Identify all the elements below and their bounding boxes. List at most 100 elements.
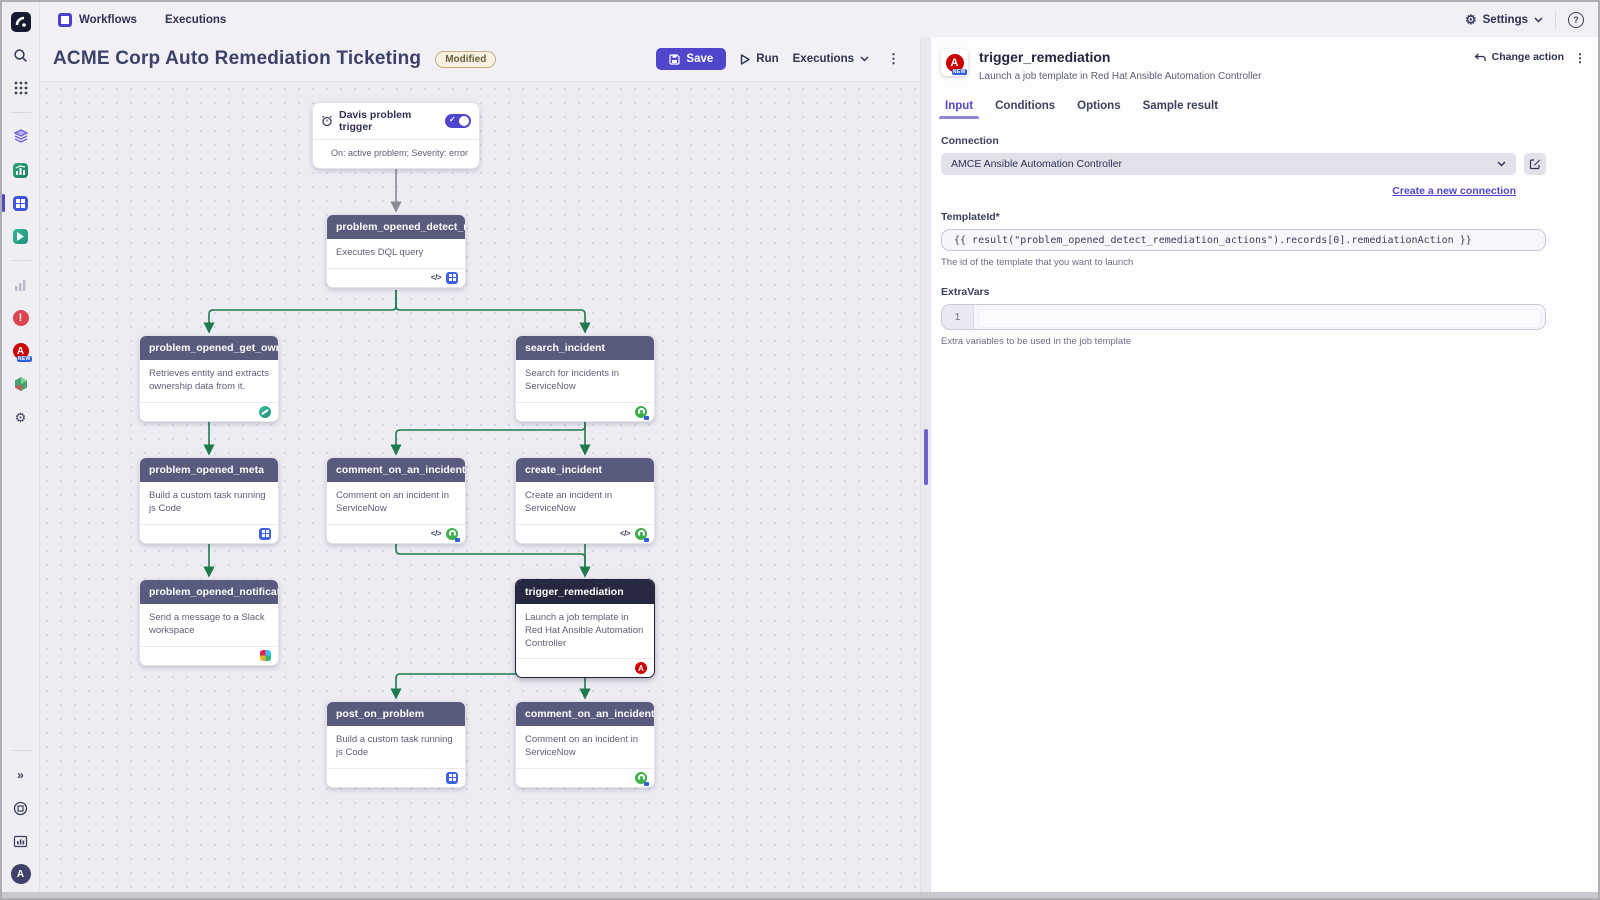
problems-app-icon[interactable]: ! xyxy=(9,306,33,330)
more-options-icon[interactable]: ⋮ xyxy=(887,51,900,66)
nav-executions[interactable]: Executions xyxy=(165,14,226,26)
resize-handle[interactable] xyxy=(924,429,928,485)
disabled-app-icon[interactable] xyxy=(9,273,33,297)
panel-more-options-icon[interactable]: ⋮ xyxy=(1574,51,1586,65)
connection-select[interactable]: AMCE Ansible Automation Controller xyxy=(941,153,1516,175)
extravars-help: Extra variables to be used in the job te… xyxy=(941,336,1132,347)
slack-icon xyxy=(260,650,271,662)
node-title: problem_opened_meta xyxy=(140,458,278,482)
workflow-title: ACME Corp Auto Remediation Ticketing xyxy=(53,48,422,69)
dynatrace-logo-icon xyxy=(10,12,31,32)
code-icon: </> xyxy=(619,529,631,539)
node-title: comment_on_an_incident xyxy=(327,458,465,482)
hub-icon[interactable] xyxy=(9,796,33,820)
workflows-app-icon-active[interactable] xyxy=(2,191,33,215)
new-badge: NEW xyxy=(16,356,32,362)
code-icon: </> xyxy=(430,273,442,283)
chevron-down-icon xyxy=(860,56,869,62)
edit-connection-button[interactable] xyxy=(1524,153,1546,175)
help-button[interactable]: ? xyxy=(1568,11,1584,28)
rail-divider xyxy=(10,260,31,261)
expand-rail-icon[interactable]: » xyxy=(17,768,24,782)
node-post_on_problem[interactable]: post_on_problem Build a custom task runn… xyxy=(326,701,466,788)
chevron-down-icon xyxy=(1534,16,1543,23)
create-connection-link[interactable]: Create a new connection xyxy=(1392,185,1516,197)
node-description: Comment on an incident in ServiceNow xyxy=(336,490,450,514)
executions-label: Executions xyxy=(792,53,854,65)
trigger-toggle-on[interactable] xyxy=(445,114,471,128)
return-arrow-icon xyxy=(1474,53,1486,61)
workflows-icon xyxy=(58,12,72,27)
js-task-icon xyxy=(446,771,458,784)
node-title: problem_opened_detect_r… xyxy=(327,215,465,239)
play-icon xyxy=(741,53,750,65)
extravars-label: ExtraVars xyxy=(941,286,990,298)
chevron-down-icon xyxy=(1497,161,1506,167)
templateid-input[interactable]: {{ result("problem_opened_detect_remedia… xyxy=(941,229,1546,251)
node-description: Retrieves entity and extracts ownership … xyxy=(149,368,269,392)
node-title: trigger_remediation xyxy=(516,580,654,604)
node-description: Create an incident in ServiceNow xyxy=(525,490,613,514)
dashboards-app-icon[interactable] xyxy=(9,158,33,182)
ownership-app-icon xyxy=(259,405,271,418)
node-problem_opened_notificat[interactable]: problem_opened_notificat… Send a message… xyxy=(139,579,279,666)
davis-app-icon[interactable] xyxy=(9,224,33,248)
executions-dropdown[interactable]: Executions xyxy=(793,53,869,65)
modified-badge: Modified xyxy=(435,50,497,68)
node-title: problem_opened_get_own… xyxy=(140,336,278,360)
tab-options[interactable]: Options xyxy=(1077,100,1121,112)
node-description: Executes DQL query xyxy=(336,247,424,258)
clouds-app-icon[interactable] xyxy=(9,125,33,149)
rail-bottom-group: » A xyxy=(2,747,39,886)
app-launcher-icon[interactable] xyxy=(9,76,33,100)
panel-resizer xyxy=(920,37,930,892)
new-badge: NEW xyxy=(951,68,967,75)
extravars-input[interactable] xyxy=(974,305,1545,329)
nav-workflows-label: Workflows xyxy=(79,13,137,26)
ansible-icon: A xyxy=(635,662,647,675)
change-action-button[interactable]: Change action xyxy=(1474,51,1564,63)
tab-conditions[interactable]: Conditions xyxy=(995,100,1056,112)
line-number: 1 xyxy=(942,305,974,329)
top-bar: Workflows Executions ⚙ Settings ? xyxy=(40,2,1598,37)
node-davis-problem-trigger[interactable]: Davis problem trigger On: active problem… xyxy=(312,102,480,169)
tab-sample-result[interactable]: Sample result xyxy=(1142,100,1219,112)
node-search_incident[interactable]: search_incident Search for incidents in … xyxy=(515,335,655,422)
node-problem_opened_meta[interactable]: problem_opened_meta Build a custom task … xyxy=(139,457,279,544)
nav-workflows[interactable]: Workflows xyxy=(58,12,137,27)
workflow-canvas[interactable]: Davis problem trigger On: active problem… xyxy=(40,82,920,892)
user-avatar[interactable]: A xyxy=(9,862,33,886)
node-problem_opened_get_own[interactable]: problem_opened_get_own… Retrieves entity… xyxy=(139,335,279,422)
node-create_incident[interactable]: create_incident Create an incident in Se… xyxy=(515,457,655,544)
settings-label: Settings xyxy=(1482,13,1528,26)
node-comment_on_an_incident-2[interactable]: comment_on_an_incident… Comment on an in… xyxy=(515,701,655,788)
workflow-header: ACME Corp Auto Remediation Ticketing Mod… xyxy=(40,37,920,82)
run-button[interactable]: Run xyxy=(740,53,779,65)
node-description: Search for incidents in ServiceNow xyxy=(525,368,619,392)
action-title: trigger_remediation xyxy=(979,49,1111,65)
node-comment_on_an_incident[interactable]: comment_on_an_incident Comment on an inc… xyxy=(326,457,466,544)
node-trigger_remediation-selected[interactable]: trigger_remediation Launch a job templat… xyxy=(515,579,655,679)
node-problem_opened_detect[interactable]: problem_opened_detect_r… Executes DQL qu… xyxy=(326,214,466,288)
tab-input[interactable]: Input xyxy=(938,100,980,119)
release-monitor-icon[interactable] xyxy=(9,829,33,853)
extravars-editor[interactable]: 1 xyxy=(941,304,1546,330)
templateid-value: {{ result("problem_opened_detect_remedia… xyxy=(954,234,1472,246)
dynatrace-logo[interactable] xyxy=(9,10,33,34)
save-button[interactable]: Save xyxy=(656,48,727,70)
settings-button[interactable]: ⚙ Settings xyxy=(1465,13,1543,26)
js-task-icon xyxy=(259,527,271,540)
window-bottom-edge xyxy=(2,892,1598,898)
search-icon[interactable] xyxy=(9,43,33,67)
ansible-app-icon[interactable]: A NEW xyxy=(9,339,33,363)
save-icon xyxy=(669,53,681,65)
dql-app-icon xyxy=(446,271,458,284)
kubernetes-app-icon[interactable] xyxy=(9,372,33,396)
rail-settings-icon[interactable]: ⚙ xyxy=(14,409,27,425)
code-icon: </> xyxy=(430,529,442,539)
alarm-icon xyxy=(322,115,332,127)
nav-executions-label: Executions xyxy=(164,13,227,26)
node-title: problem_opened_notificat… xyxy=(140,580,278,604)
servicenow-icon xyxy=(446,527,460,542)
